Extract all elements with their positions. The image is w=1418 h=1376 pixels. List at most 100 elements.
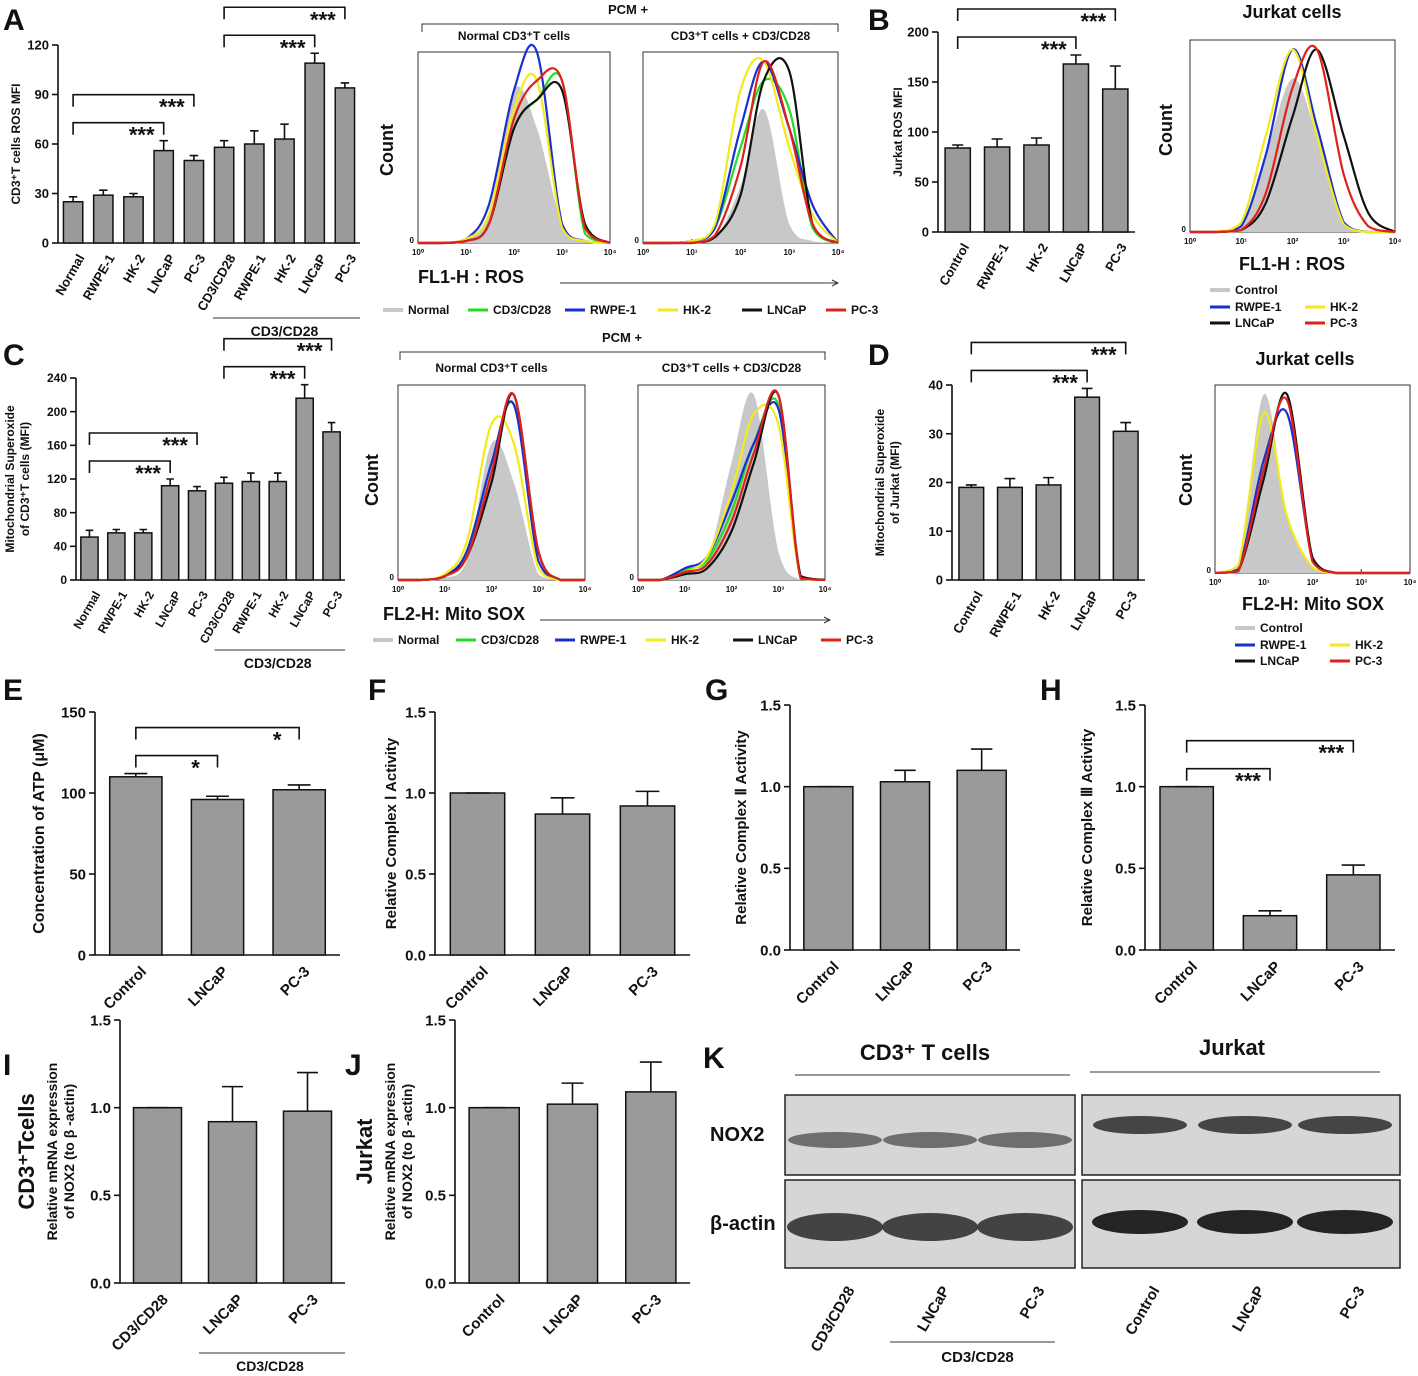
- x-tick-label: LNCaP: [152, 589, 184, 630]
- significance-bracket: [72, 93, 195, 107]
- bar: [243, 143, 265, 244]
- y-tick-label: 10: [929, 524, 943, 539]
- significance-bracket: [970, 369, 1088, 383]
- error-bar: [561, 1082, 584, 1105]
- bar: [214, 482, 234, 581]
- panel-letter: E: [3, 674, 23, 707]
- bar: [983, 146, 1011, 233]
- y-tick-label: 40: [54, 540, 68, 554]
- blot-title: CD3⁺ T cells: [860, 1040, 990, 1065]
- x-tick-label: LNCaP: [287, 589, 319, 630]
- legend-label: Control: [1260, 621, 1303, 635]
- y-tick-label: 0: [1182, 225, 1187, 234]
- bar: [132, 1106, 183, 1284]
- group-label: CD3/CD28: [236, 1358, 304, 1371]
- significance-bracket: [1185, 739, 1355, 753]
- y-tick-label: 0.0: [90, 1275, 111, 1292]
- error-bar: [85, 529, 94, 538]
- histogram-line: [418, 67, 611, 245]
- significance-bracket: [88, 460, 171, 473]
- bar: [958, 486, 985, 581]
- significance-bracket: [1185, 767, 1271, 781]
- error-bar: [220, 476, 228, 484]
- legend-label: PC-3: [846, 633, 874, 647]
- x-tick-label: PC-3: [960, 958, 996, 994]
- error-bar: [952, 144, 964, 148]
- bar: [268, 480, 288, 581]
- error-bar: [250, 130, 259, 144]
- x-tick-label: HK-2: [1035, 589, 1063, 623]
- y-axis-label: Relative mRNA expression: [44, 1063, 60, 1241]
- group-label: CD3/CD28: [941, 1349, 1014, 1366]
- bar: [1101, 88, 1129, 233]
- bar: [1023, 144, 1050, 233]
- legend-label: HK-2: [1355, 638, 1383, 652]
- x-tick-label: 10¹: [460, 248, 472, 257]
- y-axis-label: Jurkat ROS MFI: [891, 87, 905, 176]
- y-tick-label: 0.5: [425, 1188, 446, 1205]
- x-tick-label: LNCaP: [530, 963, 577, 1010]
- x-tick-label: 10⁴: [604, 248, 617, 257]
- y-tick-label: 120: [27, 38, 49, 53]
- y-tick-label: 0: [936, 573, 943, 588]
- y-tick-label: 160: [47, 439, 67, 453]
- x-tick-label: 10¹: [679, 585, 691, 594]
- significance-bracket: [72, 121, 165, 135]
- legend-label: RWPE-1: [580, 633, 627, 647]
- x-tick-label: Control: [459, 1291, 509, 1341]
- y-axis-label: Relative Complex Ⅱ Activity: [733, 730, 750, 925]
- error-bar: [280, 123, 289, 140]
- y-tick-label: 1.5: [1115, 697, 1136, 714]
- x-tick-label: Control: [936, 241, 972, 289]
- bar: [625, 1091, 677, 1284]
- y-tick-label: 120: [47, 472, 67, 486]
- flow-title: PCM +: [602, 330, 643, 345]
- histogram-area: [638, 392, 825, 580]
- histogram-line: [1214, 396, 1410, 575]
- error-bar: [635, 790, 660, 806]
- x-tick-label: HK-2: [131, 588, 157, 620]
- bar: [619, 805, 676, 956]
- panel-letter: B: [868, 4, 890, 37]
- actin-band: [977, 1213, 1073, 1241]
- significance-bracket: [956, 8, 1117, 21]
- error-bar: [965, 484, 977, 488]
- bar: [160, 484, 180, 581]
- y-axis-label: CD3⁺T cells ROS MFI: [9, 83, 23, 204]
- significance-label: ***: [270, 367, 296, 392]
- x-tick-label: 10¹: [439, 585, 451, 594]
- flow-title: Jurkat cells: [1242, 2, 1341, 22]
- x-tick-label: 10⁰: [1209, 578, 1222, 587]
- y-tick-label: 150: [907, 75, 929, 90]
- panel-letter: F: [368, 674, 386, 707]
- y-tick-label: 0: [78, 947, 86, 964]
- x-tick-label: 10⁰: [392, 585, 405, 594]
- y-axis-label: Jurkat: [352, 1118, 377, 1185]
- x-tick-label: HK-2: [1023, 241, 1051, 275]
- nox2-band: [1198, 1116, 1292, 1134]
- error-bar: [310, 52, 319, 64]
- bar: [80, 536, 99, 581]
- y-tick-label: 0.0: [425, 1275, 446, 1292]
- actin-band: [787, 1213, 883, 1241]
- error-bar: [1081, 387, 1093, 398]
- y-tick-label: 1.5: [405, 704, 426, 721]
- y-tick-label: 0.0: [1115, 942, 1136, 959]
- y-tick-label: 90: [35, 87, 49, 102]
- legend-label: RWPE-1: [1235, 300, 1282, 314]
- histogram-area: [418, 86, 610, 243]
- y-axis-label: Count: [1156, 104, 1176, 156]
- x-tick-label: PC-3: [1102, 241, 1130, 274]
- bar: [803, 785, 854, 951]
- subplot-title: Normal CD3⁺T cells: [435, 361, 548, 375]
- x-tick-label: 10⁴: [1389, 237, 1402, 246]
- error-bar: [112, 528, 121, 533]
- x-tick-label: LNCaP: [540, 1291, 587, 1338]
- y-tick-label: 150: [61, 704, 86, 721]
- y-tick-label: 20: [929, 475, 943, 490]
- y-tick-label: 100: [907, 125, 929, 140]
- error-bar: [1030, 137, 1043, 145]
- y-tick-label: 0.5: [1115, 861, 1136, 878]
- row-label: NOX2: [710, 1124, 764, 1146]
- x-tick-label: PC-3: [286, 1291, 322, 1327]
